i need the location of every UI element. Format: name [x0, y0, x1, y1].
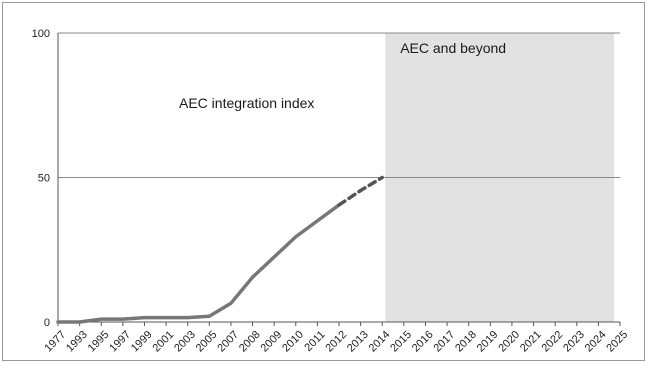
x-tick-label: 2001 — [150, 329, 176, 355]
x-tick-labels: 1977199319951997199920012003200520072008… — [42, 329, 630, 355]
x-tick-label: 2011 — [302, 329, 327, 354]
gridlines — [58, 32, 620, 178]
x-tick-label: 1977 — [42, 329, 68, 355]
annotation-aec-integration-index: AEC integration index — [179, 95, 314, 111]
x-tick-label: 2017 — [431, 329, 457, 355]
x-tick-label: 2022 — [540, 329, 566, 355]
x-tick-label: 2018 — [453, 329, 479, 355]
x-tick-label: 2021 — [518, 329, 544, 355]
y-tick-label: 50 — [38, 173, 50, 185]
series-line-solid — [56, 203, 341, 324]
x-tick-label: 2009 — [259, 329, 285, 355]
x-tick-label: 1999 — [129, 329, 155, 355]
x-tick-label: 2010 — [280, 329, 306, 355]
y-tick-labels: 0 50 100 — [32, 28, 50, 329]
axes — [57, 33, 621, 326]
x-tick-label: 2008 — [237, 329, 263, 355]
x-tick-label: 1993 — [64, 329, 90, 355]
y-tick-label: 100 — [32, 28, 50, 40]
x-tick-label: 1997 — [107, 329, 133, 355]
y-tick-label: 0 — [44, 317, 50, 329]
chart-frame: 0 50 100 1977 1993 1995 1997 1999 2001 2003 2005 2… — [2, 2, 645, 361]
x-tick-label: 2025 — [604, 329, 630, 355]
x-tick-label: 2023 — [561, 329, 587, 355]
x-tick-label: 2003 — [172, 329, 198, 355]
annotation-aec-and-beyond: AEC and beyond — [400, 40, 506, 56]
x-tick-label: 2014 — [367, 329, 393, 355]
series-lines — [56, 175, 384, 324]
x-tick-label: 1995 — [86, 329, 112, 355]
x-tick-label: 2015 — [388, 329, 414, 355]
x-tick-label: 2024 — [583, 329, 609, 355]
x-tick-label: 2012 — [323, 329, 349, 355]
series-line-dashed — [337, 175, 384, 207]
x-tick-label: 2013 — [345, 329, 371, 355]
x-tick-label: 2007 — [215, 329, 241, 355]
x-tick-label: 2005 — [194, 329, 220, 355]
x-tick-label: 2020 — [496, 329, 522, 355]
x-tick-label: 2019 — [475, 329, 501, 355]
x-tick-label: 2016 — [410, 329, 436, 355]
